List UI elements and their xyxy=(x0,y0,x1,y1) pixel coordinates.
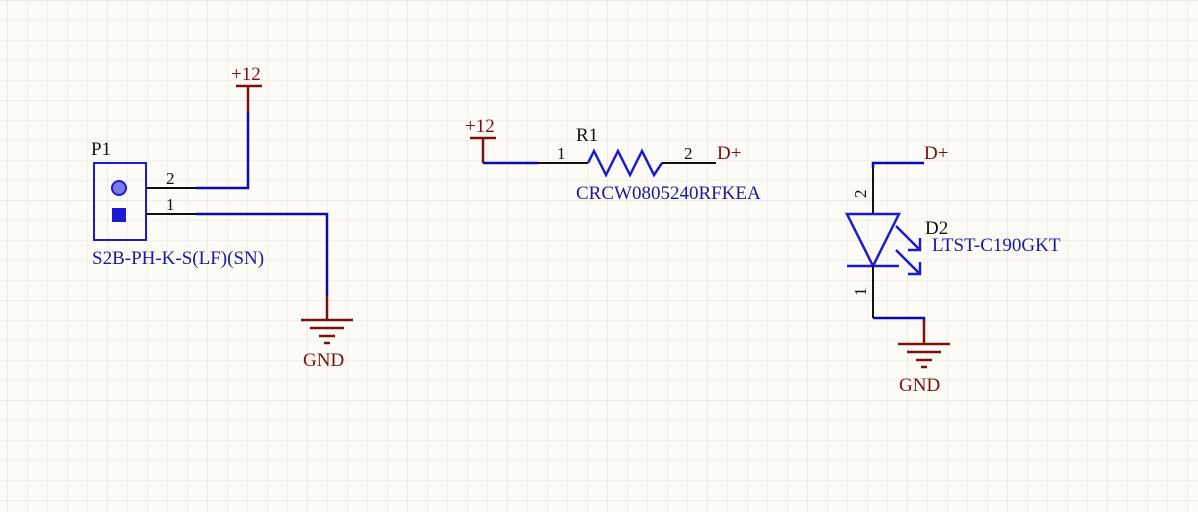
ground-port-p1[interactable]: GND xyxy=(301,296,353,371)
wire-p1-pin2-to-supply[interactable] xyxy=(196,112,250,190)
r1-output-net-label[interactable]: D+ xyxy=(717,143,741,164)
d2-input-net-label[interactable]: D+ xyxy=(924,143,948,164)
r1-designator: R1 xyxy=(576,125,598,146)
p1-ground-net-label: GND xyxy=(303,350,344,371)
power-port-r1-supply[interactable]: +12 xyxy=(465,116,496,163)
d2-ground-net-label: GND xyxy=(899,375,940,396)
r1-supply-net-label: +12 xyxy=(465,116,495,137)
wire-p1-pin1-to-ground[interactable] xyxy=(196,212,329,296)
resistor-zigzag-icon xyxy=(586,148,664,178)
led-icon xyxy=(844,212,902,269)
p1-body xyxy=(93,162,147,241)
p1-pin1-pad-icon xyxy=(112,208,126,222)
d2-designator: D2 xyxy=(925,218,948,239)
ground-port-d2[interactable]: GND xyxy=(898,320,950,396)
led-arrow-head-lower-icon xyxy=(908,262,922,276)
r1-part-number: CRCW0805240RFKEA xyxy=(576,183,761,204)
p1-pin2-number: 2 xyxy=(166,169,175,188)
r1-pin1-number: 1 xyxy=(557,144,566,163)
led-arrow-shaft-upper xyxy=(895,225,921,251)
p1-designator: P1 xyxy=(91,139,111,160)
power-port-p1-supply[interactable]: +12 xyxy=(231,64,262,112)
p1-part-number: S2B-PH-K-S(LF)(SN) xyxy=(92,248,264,269)
d2-anode-pin-number: 2 xyxy=(851,190,870,199)
led-d2[interactable]: 2 1 D2 LTST-C190GKT xyxy=(844,168,1061,318)
d2-cathode-pin-number: 1 xyxy=(851,288,870,297)
p1-pin2-pad-icon xyxy=(111,180,127,196)
p1-pin1-number: 1 xyxy=(166,195,175,214)
led-arrow-head-upper-icon xyxy=(908,238,922,252)
resistor-r1[interactable]: R1 1 2 CRCW0805240RFKEA xyxy=(538,125,761,204)
led-arrow-shaft-lower xyxy=(895,249,921,275)
connector-p1[interactable]: P1 2 1 S2B-PH-K-S(LF)(SN) xyxy=(91,139,264,269)
p1-supply-net-label: +12 xyxy=(231,64,261,85)
r1-pin2-number: 2 xyxy=(684,144,693,163)
wire-dplus-to-d2[interactable] xyxy=(871,161,924,168)
d2-part-number: LTST-C190GKT xyxy=(932,235,1061,256)
